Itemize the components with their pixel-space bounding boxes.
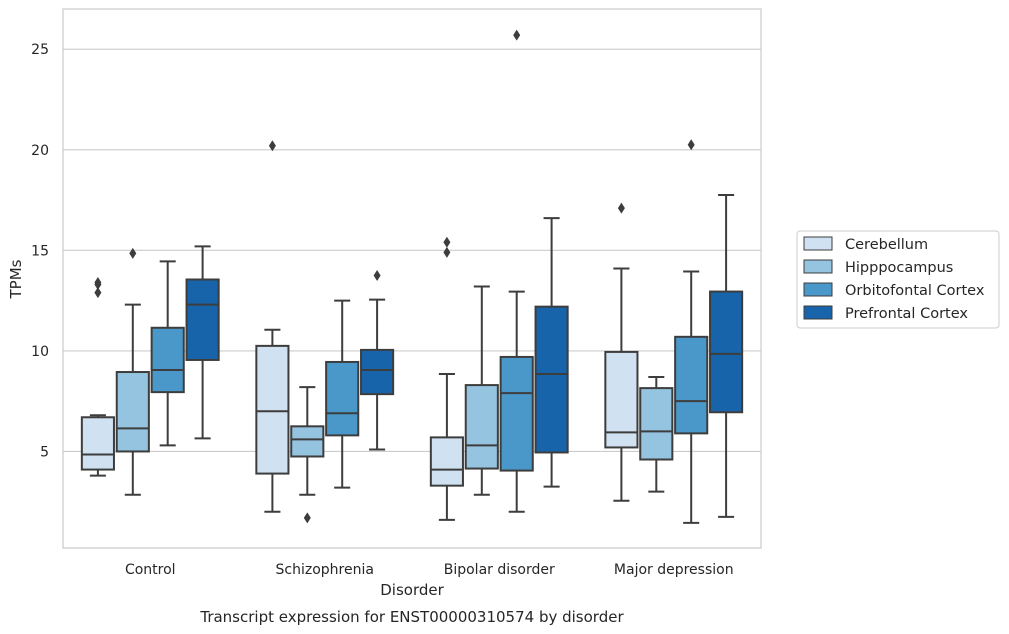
series-prefrontal-cortex	[185, 194, 744, 518]
box-body	[185, 278, 220, 361]
legend-swatch	[803, 282, 833, 297]
box	[534, 217, 569, 488]
legend-label: Prefrontal Cortex	[845, 306, 968, 322]
box	[499, 29, 534, 513]
y-tick-labels: 5 10 15 20 25	[31, 42, 49, 460]
legend-label: Hipppocampus	[845, 260, 953, 276]
box-body	[429, 436, 464, 487]
legend-label: Cerebellum	[845, 237, 928, 253]
outlier-point	[94, 287, 102, 299]
y-tick-label: 5	[40, 444, 49, 460]
box	[255, 140, 290, 513]
box	[360, 269, 395, 451]
box-body	[674, 335, 709, 435]
box	[115, 247, 150, 496]
box-body	[360, 348, 395, 396]
box-body	[325, 360, 360, 437]
x-tick-labels: Control Schizophrenia Bipolar disorder Majo…	[125, 562, 734, 578]
box	[639, 376, 674, 493]
legend: Cerebellum Hipppocampus Orbitofontal Corte…	[796, 230, 1000, 329]
box	[464, 285, 499, 496]
outlier-point	[513, 29, 521, 41]
box	[429, 236, 464, 521]
outlier-point	[303, 512, 311, 524]
box	[185, 245, 220, 440]
box-body	[709, 290, 744, 414]
box-body	[464, 384, 499, 470]
series-hipppocampus	[115, 247, 674, 524]
x-axis-title: Disorder	[380, 581, 444, 599]
box-body	[80, 416, 115, 471]
plot-area-frame	[62, 8, 762, 549]
box-body	[499, 355, 534, 472]
outlier-point	[268, 140, 276, 152]
legend-swatch	[803, 236, 833, 251]
legend-frame	[796, 230, 1000, 329]
outlier-point	[373, 269, 381, 281]
y-tick-label: 15	[31, 243, 49, 259]
legend-label: Orbitofontal Cortex	[845, 283, 985, 299]
outlier-point	[617, 202, 625, 214]
legend-swatch	[803, 259, 833, 274]
x-tick-label: Bipolar disorder	[444, 562, 555, 578]
box	[290, 386, 325, 524]
legend-swatch	[803, 305, 833, 320]
y-axis-title: TPMs	[7, 259, 25, 299]
chart-caption: Transcript expression for ENST0000031057…	[199, 608, 624, 626]
x-tick-label: Schizophrenia	[276, 562, 374, 578]
outlier-point	[443, 246, 451, 258]
y-tick-label: 20	[31, 143, 49, 159]
x-tick-label: Control	[125, 562, 176, 578]
series-cerebellum	[80, 140, 639, 521]
box-series	[80, 29, 744, 524]
box	[150, 260, 185, 447]
box-body	[290, 425, 325, 458]
box	[325, 299, 360, 489]
box-body	[534, 305, 569, 454]
box-body	[255, 344, 290, 475]
box	[604, 202, 639, 502]
y-tick-label: 10	[31, 344, 49, 360]
outlier-point	[94, 277, 102, 289]
box	[674, 139, 709, 524]
box	[80, 277, 115, 477]
box-body	[639, 387, 674, 461]
x-tick-label: Major depression	[614, 562, 734, 578]
box-body	[150, 326, 185, 394]
outlier-point	[687, 139, 695, 151]
y-tick-label: 25	[31, 42, 49, 58]
outlier-point	[443, 236, 451, 248]
box	[709, 194, 744, 518]
box-body	[115, 371, 150, 453]
outlier-point	[129, 247, 137, 259]
series-orbitofontal-cortex	[150, 29, 709, 524]
